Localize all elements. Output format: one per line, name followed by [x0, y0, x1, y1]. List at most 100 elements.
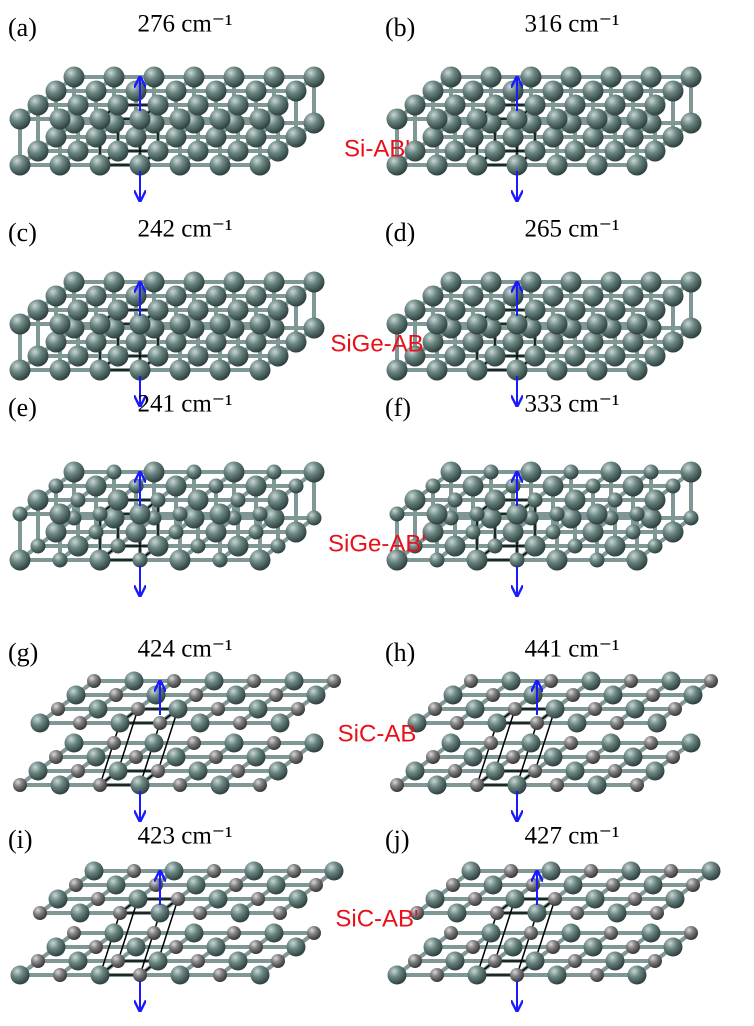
atom [49, 479, 64, 494]
atom [565, 95, 586, 116]
atom [153, 716, 167, 730]
atom [10, 155, 31, 176]
atom [503, 81, 524, 102]
atom [562, 924, 581, 943]
atom [247, 748, 266, 767]
atom [170, 109, 191, 130]
atom [224, 67, 245, 88]
atom [90, 314, 111, 335]
atom [89, 700, 108, 719]
atom [249, 700, 268, 719]
atom [90, 550, 111, 571]
atom [624, 748, 643, 767]
atom [151, 493, 166, 508]
atom [468, 966, 487, 985]
atom [271, 954, 285, 968]
atom [547, 314, 568, 335]
atom [28, 95, 49, 116]
atom [68, 300, 89, 321]
atom [427, 155, 448, 176]
atom [86, 332, 107, 353]
lattice [11, 862, 344, 1012]
atom [630, 778, 644, 792]
atom [90, 360, 111, 381]
atom [291, 702, 305, 716]
atom [623, 127, 644, 148]
atom [229, 878, 243, 892]
atom [225, 734, 244, 753]
atom [133, 553, 148, 568]
atom [187, 736, 201, 750]
atom [304, 318, 325, 339]
atom [426, 890, 445, 909]
atom [187, 465, 202, 480]
atom [446, 952, 465, 971]
atom [187, 876, 206, 895]
atom [463, 332, 484, 353]
atom [273, 906, 287, 920]
atom [664, 938, 683, 957]
atom [304, 272, 325, 293]
atom [173, 778, 187, 792]
atom [11, 966, 30, 985]
atom [104, 67, 125, 88]
atom [448, 904, 467, 923]
atom [169, 700, 188, 719]
atom [107, 465, 122, 480]
atom [645, 141, 666, 162]
atom [228, 346, 249, 367]
atom [627, 155, 648, 176]
atom [608, 493, 623, 508]
atom [547, 155, 568, 176]
atom [250, 155, 271, 176]
atom [228, 95, 249, 116]
atom [166, 332, 187, 353]
atom [605, 141, 626, 162]
atom [109, 762, 128, 781]
atom [108, 490, 129, 511]
atom [228, 141, 249, 162]
panel-label: (b) [385, 13, 415, 42]
atom [610, 716, 624, 730]
atom [108, 95, 129, 116]
atom [444, 926, 458, 940]
atom [445, 141, 466, 162]
atom [289, 890, 308, 909]
atom [544, 674, 558, 688]
atom [548, 892, 562, 906]
atom [566, 688, 580, 702]
atom [645, 346, 666, 367]
frequency-label: 241 cm⁻¹ [138, 391, 233, 418]
atom [626, 700, 645, 719]
atom [249, 940, 263, 954]
atom [13, 778, 27, 792]
atom [582, 672, 601, 691]
atom [126, 522, 147, 543]
atom [604, 686, 623, 705]
atom [71, 764, 85, 778]
atom [521, 67, 542, 88]
atom [287, 938, 306, 957]
atom [623, 332, 644, 353]
structure-label: SiC-AB' [335, 905, 418, 932]
atom [521, 272, 542, 293]
atom [466, 525, 481, 540]
atom [267, 736, 281, 750]
atom [170, 155, 191, 176]
atom [265, 924, 284, 943]
atom [445, 536, 466, 557]
atom [90, 155, 111, 176]
atom [148, 346, 169, 367]
atom [68, 536, 89, 557]
atom [648, 539, 663, 554]
atom [253, 507, 268, 522]
atom [207, 938, 226, 957]
atom [250, 109, 271, 130]
atom [463, 81, 484, 102]
atom [171, 892, 185, 906]
atom [189, 762, 208, 781]
atom [507, 504, 528, 525]
atom [287, 864, 301, 878]
atom [605, 346, 626, 367]
atom [645, 490, 666, 511]
